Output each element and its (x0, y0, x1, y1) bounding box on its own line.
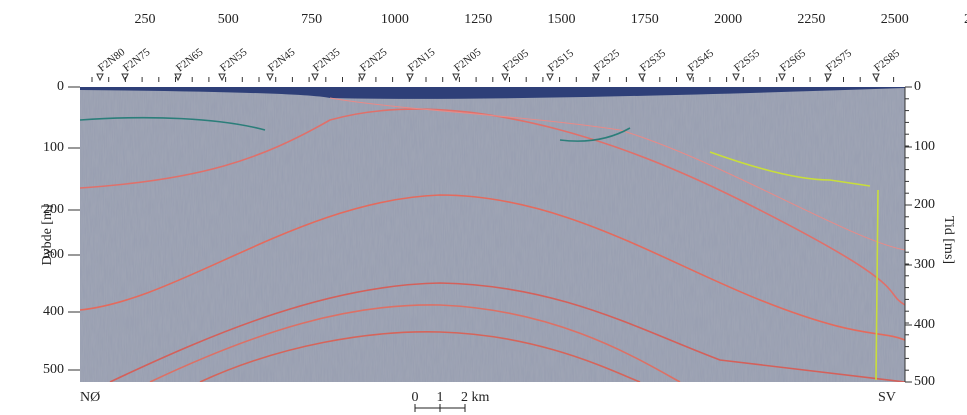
station-label: F2S25 (592, 47, 622, 74)
station-label: F2N65 (174, 46, 206, 75)
top-tick-label: 2250 (797, 12, 825, 27)
station-label: F2N55 (218, 46, 250, 75)
scale-label: 1 (437, 390, 444, 405)
station-label: F2N45 (266, 46, 298, 75)
station-marker (96, 73, 104, 82)
top-tick-label: 2000 (714, 12, 742, 27)
scale-label: 2 km (461, 390, 490, 405)
station-label: F2S65 (778, 47, 808, 74)
station-label: F2S75 (824, 47, 854, 74)
seismic-section (80, 87, 905, 382)
left-tick-label: 300 (43, 247, 64, 262)
station-marker (778, 73, 786, 82)
right-tick-label: 200 (914, 197, 935, 212)
station-label: F2N75 (121, 46, 153, 75)
station-marker (824, 73, 832, 82)
right-tick-label: 0 (914, 79, 921, 94)
station-marker (311, 73, 319, 82)
station-label: F2N05 (452, 46, 484, 75)
station-marker (218, 73, 226, 82)
top-tick-label: 750 (301, 12, 322, 27)
station-marker (406, 73, 414, 82)
station-label: F2S55 (732, 47, 762, 74)
direction-right: SV (878, 390, 896, 405)
station-label: F2S05 (501, 47, 531, 74)
left-axis-title: Dybde [m] (40, 204, 55, 265)
left-tick-label: 0 (57, 79, 64, 94)
right-tick-label: 400 (914, 317, 935, 332)
station-marker (266, 73, 274, 82)
left-tick-label: 100 (43, 140, 64, 155)
station-label: F2S15 (546, 47, 576, 74)
top-tick-label: 1250 (464, 12, 492, 27)
station-marker (452, 73, 460, 82)
left-tick-label: 500 (43, 362, 64, 377)
direction-left: NØ (80, 390, 100, 405)
top-tick-label: 500 (218, 12, 239, 27)
station-label: F2N15 (406, 46, 438, 75)
station-label: F2S35 (638, 47, 668, 74)
station-marker (174, 73, 182, 82)
station-marker (121, 73, 129, 82)
station-label: F2S45 (686, 47, 716, 74)
right-tick-label: 100 (914, 139, 935, 154)
top-tick-label: 1750 (631, 12, 659, 27)
station-marker (638, 73, 646, 82)
station-marker (592, 73, 600, 82)
left-tick-label: 400 (43, 304, 64, 319)
top-tick-label: 250 (135, 12, 156, 27)
station-marker (546, 73, 554, 82)
top-tick-label: 1000 (381, 12, 409, 27)
top-tick-label: 2500 (881, 12, 909, 27)
station-marker (358, 73, 366, 82)
station-label: F2N25 (358, 46, 390, 75)
station-marker (732, 73, 740, 82)
scale-label: 0 (412, 390, 419, 405)
station-marker (501, 73, 509, 82)
axes: Dybde [m] Tid [ms] NØ SV (40, 204, 956, 409)
top-tick-label: 2750 (964, 12, 967, 27)
station-label: F2N35 (311, 46, 343, 75)
top-tick-label: 1500 (548, 12, 576, 27)
right-tick-label: 500 (914, 374, 935, 389)
station-marker (872, 73, 880, 82)
right-axis-title: Tid [ms] (941, 216, 956, 264)
right-tick-label: 300 (914, 257, 935, 272)
station-marker (686, 73, 694, 82)
left-tick-label: 200 (43, 202, 64, 217)
station-label: F2N80 (96, 46, 128, 75)
station-label: F2S85 (872, 47, 902, 74)
